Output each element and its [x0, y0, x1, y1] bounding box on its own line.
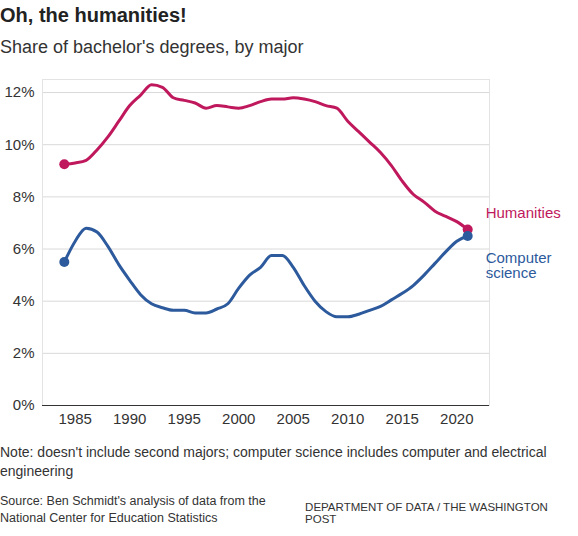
svg-text:Computerscience: Computerscience: [486, 249, 552, 281]
svg-text:Humanities: Humanities: [486, 204, 561, 221]
html-text:Source: Ben Schmidt's analysis: Source: Ben Schmidt's analysis of data f…: [0, 494, 266, 525]
svg-text:10%: 10%: [4, 136, 34, 153]
svg-text:2005: 2005: [277, 410, 310, 427]
svg-text:0%: 0%: [13, 396, 35, 413]
html-text:DEPARTMENT OF DATA / THE WASHI: DEPARTMENT OF DATA / THE WASHINGTON POST: [305, 501, 548, 525]
svg-text:1985: 1985: [59, 410, 92, 427]
svg-text:8%: 8%: [13, 188, 35, 205]
svg-text:2020: 2020: [440, 410, 473, 427]
svg-text:2000: 2000: [222, 410, 255, 427]
svg-text:1995: 1995: [168, 410, 201, 427]
html-text:Oh, the humanities!: Oh, the humanities!: [0, 4, 187, 26]
svg-text:6%: 6%: [13, 240, 35, 257]
svg-text:12%: 12%: [4, 83, 34, 100]
html-text:Note: doesn't include second m: Note: doesn't include second majors; com…: [0, 444, 547, 479]
svg-text:2%: 2%: [13, 344, 35, 361]
svg-text:2010: 2010: [331, 410, 364, 427]
html-text:Share of bachelor's degrees, b: Share of bachelor's degrees, by major: [0, 37, 304, 57]
svg-text:4%: 4%: [13, 292, 35, 309]
svg-text:1990: 1990: [113, 410, 146, 427]
svg-text:2015: 2015: [386, 410, 419, 427]
